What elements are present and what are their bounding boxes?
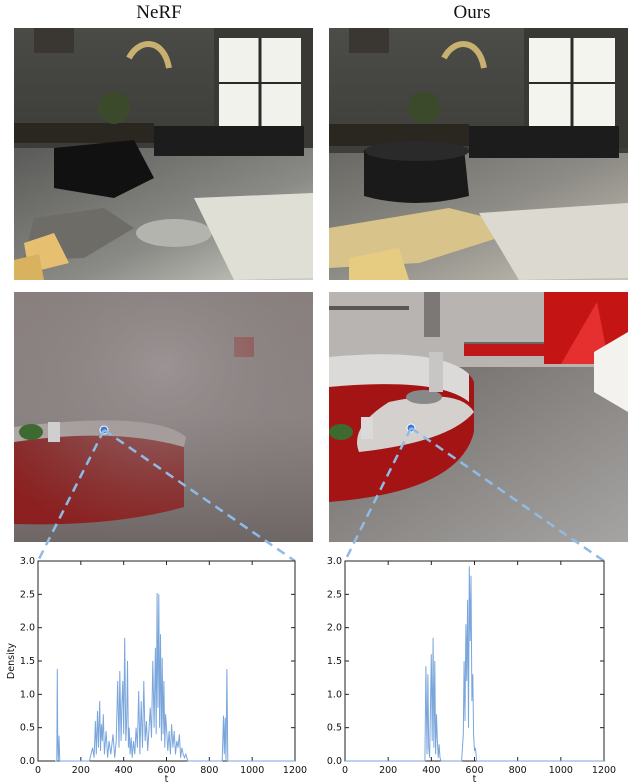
y-tick-label: 0.0	[327, 756, 342, 767]
x-tick-label: 800	[509, 765, 527, 776]
y-tick-label: 2.0	[20, 623, 35, 634]
x-tick-label: 600	[465, 765, 483, 776]
y-tick-label: 0.0	[20, 756, 35, 767]
column-title-ours: Ours	[453, 2, 491, 23]
living-room-render-ours	[329, 28, 628, 280]
y-tick-label: 3.0	[327, 556, 342, 567]
x-tick-label: 400	[115, 765, 133, 776]
living-room-render-nerf	[14, 28, 313, 280]
density-series-line	[55, 592, 295, 762]
y-tick-label: 2.5	[327, 589, 342, 600]
density-plot-ours: 0 200 400 600 800 1000 1200 0.0 0.5 1.0 1.5 2.0 2.5 3…	[314, 552, 628, 784]
kitchen-render-ours	[329, 292, 628, 542]
x-tick-label: 200	[72, 765, 90, 776]
x-tick-label: 1200	[592, 765, 616, 776]
y-tick-label: 0.5	[327, 723, 342, 734]
x-tick-label: 600	[157, 765, 175, 776]
y-tick-label: 3.0	[20, 556, 35, 567]
plot-frame	[344, 560, 605, 762]
y-axis-label: Density	[6, 643, 17, 679]
density-series-line	[345, 566, 604, 762]
x-axis-label: t	[165, 774, 169, 784]
y-tick-label: 2.0	[327, 623, 342, 634]
y-tick-label: 1.0	[20, 689, 35, 700]
y-tick-label: 1.5	[327, 656, 342, 667]
x-tick-label: 200	[379, 765, 397, 776]
x-tick-label: 1200	[283, 765, 307, 776]
x-axis-label: t	[473, 774, 477, 784]
x-tick-label: 400	[422, 765, 440, 776]
y-tick-label: 2.5	[20, 589, 35, 600]
x-tick-label: 1000	[549, 765, 573, 776]
x-tick-label: 0	[35, 765, 41, 776]
x-tick-label: 1000	[240, 765, 264, 776]
y-tick-label: 1.0	[327, 689, 342, 700]
density-plot-nerf: 0 200 400 600 800 1000 1200 0.0 0.5 1.0 1.5 2.0 2.5 3…	[0, 552, 314, 784]
y-tick-label: 1.5	[20, 656, 35, 667]
x-tick-label: 800	[200, 765, 218, 776]
kitchen-render-nerf	[14, 292, 313, 542]
x-tick-label: 0	[342, 765, 348, 776]
y-tick-label: 0.5	[20, 723, 35, 734]
column-title-nerf: NeRF	[136, 2, 182, 23]
